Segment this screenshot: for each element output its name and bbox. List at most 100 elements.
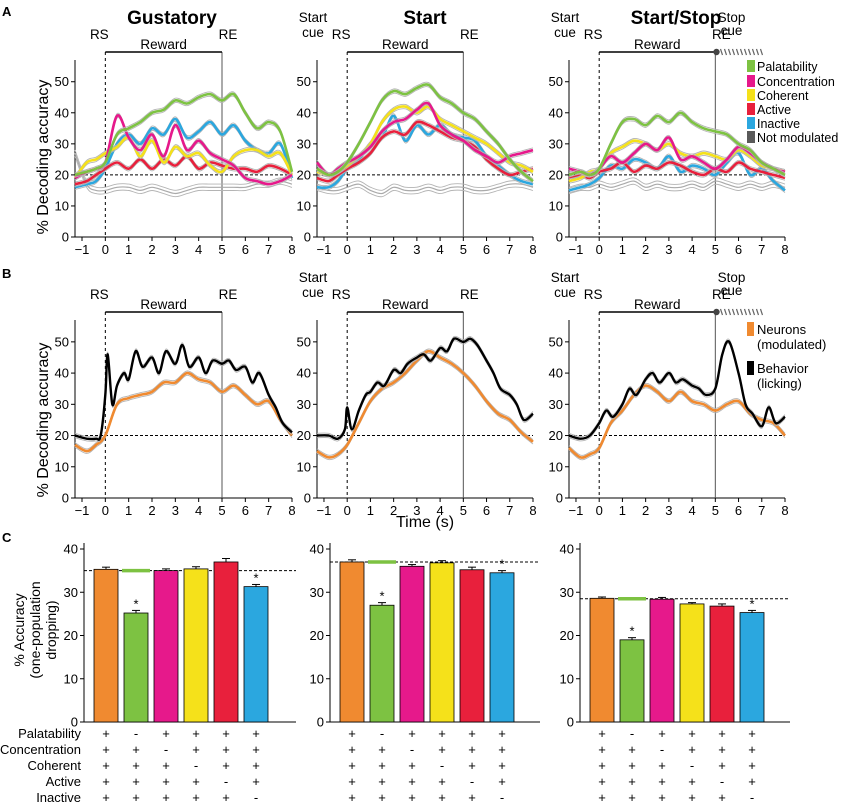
sign-cell: + bbox=[252, 774, 260, 789]
y-tick-label: 40 bbox=[297, 105, 311, 120]
bar-active bbox=[709, 605, 735, 723]
legend-label-palatability: Palatability bbox=[757, 60, 818, 74]
x-tick-label: 1 bbox=[125, 503, 132, 518]
reward-label: Reward bbox=[634, 37, 681, 52]
sign-cell: + bbox=[688, 742, 696, 757]
stop-cue-label-2: cue bbox=[721, 23, 743, 38]
x-tick-label: 4 bbox=[195, 503, 202, 518]
x-tick-label: 8 bbox=[288, 242, 295, 257]
sign-cell: - bbox=[470, 774, 474, 789]
ci-upper-neurons bbox=[74, 370, 293, 450]
panel-letter-a: A bbox=[2, 4, 12, 19]
start-cue-label-1: Start bbox=[299, 270, 328, 285]
y-tick-label: 40 bbox=[55, 366, 69, 381]
series-line-not-modulated bbox=[568, 180, 786, 191]
legend-label-inactive: Inactive bbox=[757, 117, 800, 131]
x-tick-label: 2 bbox=[642, 503, 649, 518]
bar-concentration bbox=[153, 570, 179, 723]
x-tick-label: 3 bbox=[665, 242, 672, 257]
legend-swatch-not-modulated bbox=[747, 131, 755, 143]
y-tick-label: 50 bbox=[549, 74, 563, 89]
sign-cell: + bbox=[468, 742, 476, 757]
sign-cell: - bbox=[750, 790, 754, 803]
y-tick-label: 20 bbox=[310, 628, 324, 643]
bar-coherent bbox=[183, 568, 209, 723]
x-tick-label: 0 bbox=[102, 242, 109, 257]
x-tick-label: 7 bbox=[265, 503, 272, 518]
series-line-not-modulated bbox=[74, 152, 293, 195]
sign-cell: + bbox=[132, 742, 140, 757]
x-tick-label: 3 bbox=[413, 503, 420, 518]
x-tick-label: 3 bbox=[172, 242, 179, 257]
y-tick-label: 30 bbox=[549, 397, 563, 412]
stop-cue-label-2: cue bbox=[721, 283, 743, 298]
xlabel-time: Time (s) bbox=[396, 514, 454, 531]
sign-cell: - bbox=[660, 742, 664, 757]
sign-cell: + bbox=[162, 726, 170, 741]
x-tick-label: −1 bbox=[75, 242, 90, 257]
legend-swatch-concentration bbox=[747, 75, 755, 87]
re-label: RE bbox=[219, 27, 238, 42]
sign-cell: + bbox=[598, 790, 606, 803]
rs-label: RS bbox=[332, 27, 351, 42]
x-tick-label: 8 bbox=[781, 503, 788, 518]
x-tick-label: 0 bbox=[102, 503, 109, 518]
ci-upper-behavior bbox=[74, 342, 293, 438]
reward-label: Reward bbox=[634, 297, 681, 312]
x-tick-label: 4 bbox=[688, 503, 695, 518]
sign-cell: + bbox=[498, 758, 506, 773]
start-cue-label-1: Start bbox=[299, 10, 328, 25]
column-title-start-stop: Start/Stop bbox=[631, 8, 722, 29]
ci-upper-behavior bbox=[568, 338, 786, 437]
series-line-neurons bbox=[74, 371, 294, 453]
sign-cell: + bbox=[102, 742, 110, 757]
bar-concentration bbox=[399, 565, 425, 723]
series-line-not-modulated bbox=[316, 183, 534, 195]
sign-cell: + bbox=[408, 774, 416, 789]
y-tick-label: 30 bbox=[55, 397, 69, 412]
ci-lower-not-modulated bbox=[74, 156, 293, 198]
y-tick-label: 20 bbox=[55, 428, 69, 443]
series-line-coherent bbox=[73, 136, 294, 179]
stop-cue-spring bbox=[719, 308, 764, 316]
ylabel-panel-c-line2: (one-population bbox=[27, 581, 43, 678]
sign-cell: + bbox=[628, 774, 636, 789]
x-tick-label: 7 bbox=[265, 242, 272, 257]
sign-cell: + bbox=[468, 758, 476, 773]
x-tick-label: 7 bbox=[506, 242, 513, 257]
series-line-inactive bbox=[316, 114, 534, 190]
bar-inactive bbox=[489, 572, 515, 723]
sign-cell: + bbox=[688, 790, 696, 803]
sign-cell: + bbox=[192, 742, 200, 757]
sign-cell: + bbox=[438, 790, 446, 803]
sign-cell: + bbox=[252, 726, 260, 741]
sign-cell: + bbox=[102, 790, 110, 803]
panel-letter-b: B bbox=[2, 266, 11, 281]
y-tick-label: 50 bbox=[549, 334, 563, 349]
sign-cell: + bbox=[748, 758, 756, 773]
sign-cell: + bbox=[628, 742, 636, 757]
sign-cell: - bbox=[134, 726, 138, 741]
y-tick-label: 10 bbox=[560, 671, 574, 686]
series-line-neurons bbox=[316, 349, 534, 459]
bar-neurons bbox=[93, 568, 119, 723]
legend-swatch-palatability bbox=[747, 60, 755, 72]
ci-lower-neurons bbox=[74, 374, 293, 454]
x-tick-label: 6 bbox=[483, 242, 490, 257]
x-tick-label: 4 bbox=[195, 242, 202, 257]
x-tick-label: 1 bbox=[125, 242, 132, 257]
legend-label-coherent: Coherent bbox=[757, 89, 809, 103]
ci-upper-coherent bbox=[74, 134, 293, 177]
sign-cell: + bbox=[102, 726, 110, 741]
reward-label: Reward bbox=[140, 297, 187, 312]
x-tick-label: 5 bbox=[712, 242, 719, 257]
sign-cell: + bbox=[348, 758, 356, 773]
sign-cell: - bbox=[164, 742, 168, 757]
charts: 0 10 20 30 40 50 −1 0 1 2 3 4 5 6 7 8 Reward RS RE 01020304… bbox=[0, 10, 790, 803]
stop-cue-label-1: Stop bbox=[718, 10, 746, 25]
y-tick-label: 10 bbox=[297, 459, 311, 474]
